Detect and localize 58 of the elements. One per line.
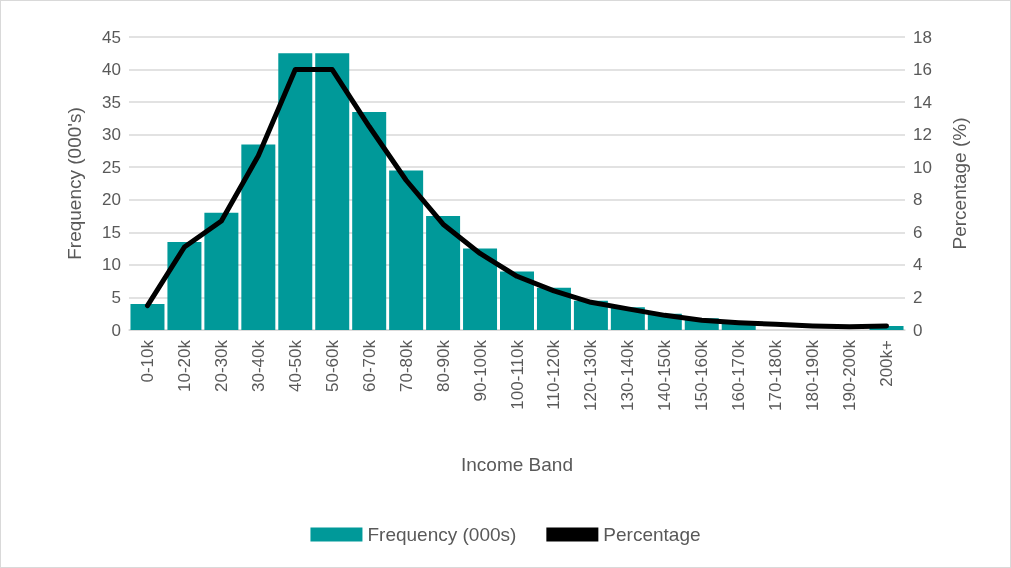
- bar: [426, 216, 461, 330]
- x-tick-label: 90-100k: [470, 339, 490, 402]
- x-tick-label: 40-50k: [285, 339, 305, 392]
- x-tick-label: 150-160k: [692, 339, 712, 411]
- y-tick-label: 20: [102, 190, 121, 210]
- legend-label: Percentage: [603, 524, 701, 545]
- y2-tick-label: 18: [913, 27, 932, 47]
- x-tick-label: 60-70k: [359, 339, 379, 392]
- y-tick-label: 5: [111, 287, 121, 307]
- y-tick-label: 25: [102, 157, 121, 177]
- x-tick-label: 190-200k: [840, 339, 860, 411]
- x-tick-label: 10-20k: [174, 339, 194, 392]
- y-tick-label: 40: [102, 60, 121, 80]
- x-tick-label: 200k+: [877, 339, 897, 387]
- x-tick-label: 80-90k: [433, 339, 453, 392]
- bar: [536, 287, 571, 330]
- y-tick-label: 15: [102, 222, 121, 242]
- y2-tick-label: 12: [913, 125, 932, 145]
- y2-tick-label: 2: [913, 287, 923, 307]
- x-tick-label: 110-120k: [544, 339, 564, 410]
- bar: [241, 144, 276, 330]
- y2-tick-label: 8: [913, 190, 923, 210]
- bar: [167, 242, 202, 330]
- y2-tick-label: 14: [913, 92, 932, 112]
- y2-tick-label: 6: [913, 222, 923, 242]
- y-tick-label: 45: [102, 27, 121, 47]
- x-tick-label: 30-40k: [248, 339, 268, 392]
- y2-tick-label: 10: [913, 157, 932, 177]
- y-tick-label: 30: [102, 125, 121, 145]
- x-tick-label: 100-110k: [507, 339, 527, 410]
- y2-tick-label: 4: [913, 255, 923, 275]
- x-tick-label: 70-80k: [396, 339, 416, 392]
- bar: [315, 53, 350, 330]
- bar: [463, 248, 498, 330]
- y-tick-label: 35: [102, 92, 121, 112]
- x-tick-label: 120-130k: [581, 339, 601, 411]
- x-tick-label: 170-180k: [766, 339, 786, 411]
- y2-tick-label: 16: [913, 60, 932, 80]
- bar: [204, 212, 239, 330]
- x-tick-label: 130-140k: [618, 339, 638, 411]
- y-axis-title: Frequency (000's): [64, 107, 85, 260]
- bar: [389, 170, 424, 330]
- y2-axis-title: Percentage (%): [949, 117, 970, 250]
- bar: [130, 303, 165, 330]
- bar: [278, 53, 313, 330]
- x-tick-label: 160-170k: [729, 339, 749, 411]
- bar: [352, 111, 387, 330]
- y-tick-label: 0: [111, 320, 121, 340]
- x-axis-title: Income Band: [461, 454, 573, 475]
- bar: [500, 271, 534, 330]
- x-tick-label: 50-60k: [322, 339, 342, 392]
- y-tick-label: 10: [102, 255, 121, 275]
- legend-label: Frequency (000s): [367, 524, 517, 545]
- x-tick-label: 20-30k: [211, 339, 231, 392]
- x-tick-label: 140-150k: [655, 339, 675, 411]
- y2-tick-label: 0: [913, 320, 923, 340]
- x-tick-label: 180-190k: [803, 339, 823, 411]
- x-tick-label: 0-10k: [137, 339, 157, 383]
